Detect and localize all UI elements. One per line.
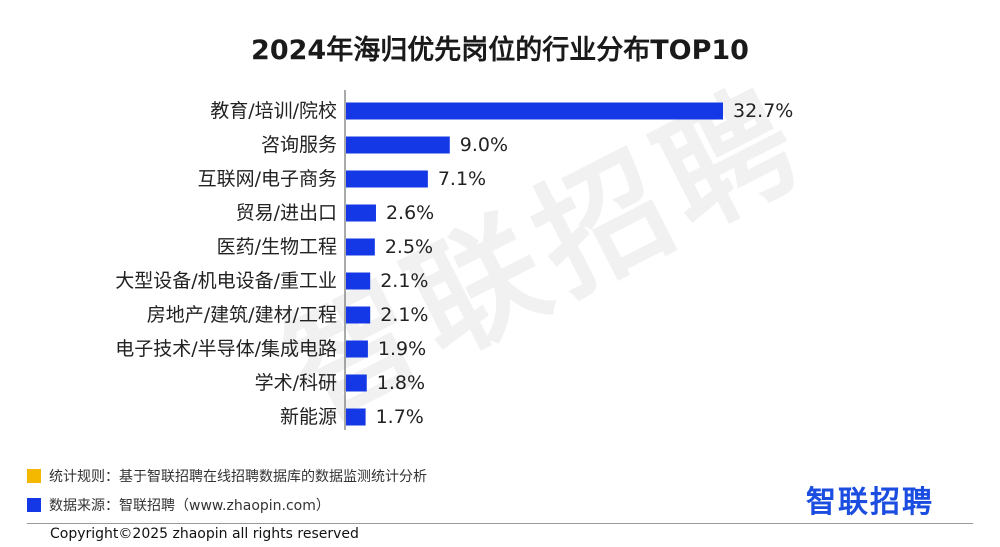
value-label: 2.1% bbox=[380, 304, 428, 326]
value-label: 1.8% bbox=[377, 372, 425, 394]
chart-title: 2024年海归优先岗位的行业分布TOP10 bbox=[251, 35, 749, 66]
bar bbox=[346, 170, 428, 188]
value-label: 9.0% bbox=[460, 134, 508, 156]
category-label: 教育/培训/院校 bbox=[210, 100, 337, 122]
copyright-text: Copyright©2025 zhaopin all rights reserv… bbox=[50, 526, 359, 542]
zhaopin-logo: 智联招聘 bbox=[806, 485, 934, 520]
bar bbox=[346, 374, 367, 392]
category-label: 学术/科研 bbox=[255, 372, 337, 394]
category-label: 电子技术/半导体/集成电路 bbox=[115, 338, 337, 360]
bar bbox=[346, 102, 723, 120]
value-label: 1.7% bbox=[376, 406, 424, 428]
bar bbox=[346, 204, 376, 222]
bar bbox=[346, 408, 366, 426]
bar bbox=[346, 136, 450, 154]
rule-legend-square bbox=[27, 469, 41, 483]
category-label: 互联网/电子商务 bbox=[198, 168, 337, 190]
category-label: 咨询服务 bbox=[261, 134, 337, 156]
value-label: 1.9% bbox=[378, 338, 426, 360]
category-label: 房地产/建筑/建材/工程 bbox=[147, 304, 337, 326]
value-label: 32.7% bbox=[733, 100, 793, 122]
category-label: 医药/生物工程 bbox=[217, 236, 337, 258]
value-label: 2.1% bbox=[380, 270, 428, 292]
value-label: 7.1% bbox=[438, 168, 486, 190]
category-label: 大型设备/机电设备/重工业 bbox=[115, 270, 337, 292]
source-text: 数据来源：智联招聘（www.zhaopin.com） bbox=[49, 498, 330, 514]
value-label: 2.5% bbox=[385, 236, 433, 258]
footer-source-row: 数据来源：智联招聘（www.zhaopin.com） bbox=[27, 495, 330, 515]
bar bbox=[346, 340, 368, 358]
bar-chart: 教育/培训/院校 32.7% 咨询服务 9.0% 互联网/电子商务 7.1% 贸易/进出口 2… bbox=[115, 90, 793, 430]
footer-rule-row: 统计规则：基于智联招聘在线招聘数据库的数据监测统计分析 bbox=[27, 466, 427, 486]
category-label: 贸易/进出口 bbox=[236, 202, 337, 224]
value-label: 2.6% bbox=[386, 202, 434, 224]
rule-text: 统计规则：基于智联招聘在线招聘数据库的数据监测统计分析 bbox=[49, 469, 427, 485]
source-legend-square bbox=[27, 498, 41, 512]
bar bbox=[346, 238, 375, 256]
bar bbox=[346, 272, 371, 290]
category-label: 新能源 bbox=[280, 406, 337, 428]
footer-divider bbox=[27, 523, 973, 524]
bar bbox=[346, 306, 371, 324]
